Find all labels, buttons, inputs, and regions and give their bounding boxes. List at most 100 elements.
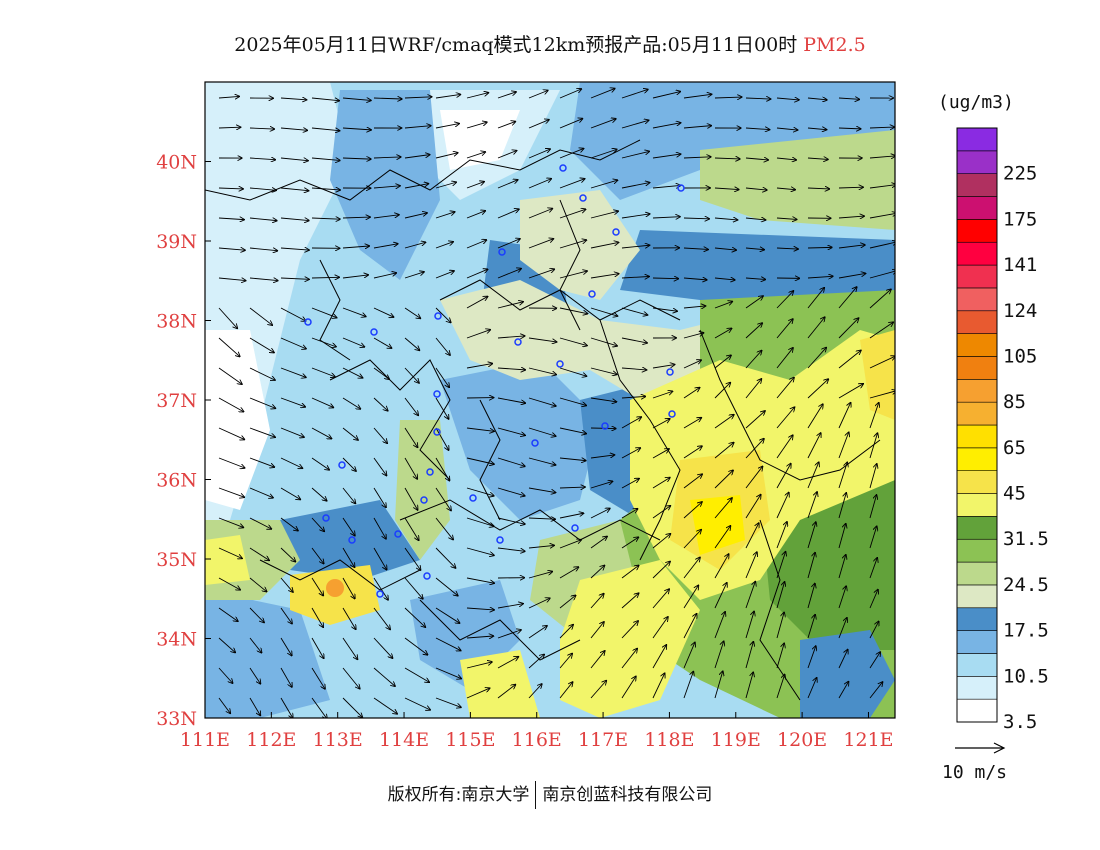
legend-swatch bbox=[956, 493, 998, 517]
wind-arrow bbox=[218, 367, 242, 384]
legend-swatch bbox=[956, 630, 998, 654]
city-marker bbox=[348, 536, 356, 544]
wind-arrow bbox=[280, 248, 309, 250]
wind-arrow bbox=[807, 158, 828, 159]
wind-arrow bbox=[590, 242, 618, 249]
wind-arrow bbox=[621, 337, 647, 343]
wind-arrow bbox=[373, 487, 386, 507]
wind-arrow bbox=[404, 637, 427, 655]
wind-arrow bbox=[776, 128, 798, 130]
city-marker bbox=[338, 461, 346, 469]
wind-arrow bbox=[280, 547, 295, 562]
wind-arrow bbox=[621, 183, 649, 189]
city-marker bbox=[394, 530, 402, 538]
wind-arrow bbox=[714, 278, 735, 280]
legend-swatch bbox=[956, 401, 998, 426]
wind-arrow bbox=[342, 307, 366, 316]
x-tick-label: 120E bbox=[777, 729, 827, 751]
wind-arrow bbox=[714, 97, 742, 98]
wind-arrow bbox=[807, 188, 829, 189]
wind-arrow bbox=[559, 595, 576, 609]
wind-arrow bbox=[652, 449, 669, 459]
wind-arrow bbox=[590, 211, 618, 219]
wind-arrow bbox=[621, 368, 646, 370]
wind-arrow bbox=[683, 333, 703, 339]
wind-arrow bbox=[714, 415, 734, 429]
wind-arrow bbox=[776, 435, 793, 459]
legend-label: 45 bbox=[1003, 483, 1026, 505]
wind-arrow bbox=[342, 275, 368, 279]
wind-arrow bbox=[559, 179, 585, 189]
wind-arrow bbox=[497, 239, 520, 249]
legend-label: 10.5 bbox=[1003, 665, 1049, 687]
wind-arrow bbox=[218, 427, 244, 439]
wind-arrow bbox=[714, 443, 734, 459]
wind-arrow bbox=[311, 607, 323, 627]
wind-arrow bbox=[435, 637, 461, 651]
legend-unit: (ug/m3) bbox=[938, 92, 1014, 113]
wind-arrow bbox=[559, 149, 583, 159]
city-marker bbox=[601, 422, 609, 430]
wind-arrow bbox=[621, 417, 641, 429]
wind-arrow bbox=[590, 367, 617, 374]
wind-arrow bbox=[838, 403, 851, 429]
wind-arrow bbox=[528, 149, 550, 159]
wind-arrow bbox=[683, 306, 705, 308]
wind-arrow bbox=[280, 697, 293, 718]
wind-arrow bbox=[528, 457, 556, 465]
wind-arrow bbox=[652, 534, 670, 549]
legend-swatch bbox=[956, 516, 998, 540]
wind-arrow bbox=[404, 427, 418, 447]
wind-arrow bbox=[280, 517, 298, 531]
y-tick-label: 39N bbox=[156, 231, 197, 253]
wind-arrow bbox=[342, 487, 355, 503]
x-tick-label: 118E bbox=[644, 729, 694, 751]
wind-arrow bbox=[218, 577, 240, 590]
wind-arrow bbox=[280, 98, 306, 100]
wind-arrow bbox=[838, 273, 865, 279]
wind-arrow bbox=[249, 547, 269, 560]
wind-arrow bbox=[838, 493, 846, 519]
wind-arrow bbox=[714, 188, 739, 190]
wind-arrow bbox=[621, 649, 637, 669]
wind-arrow bbox=[404, 242, 425, 249]
wind-arrow bbox=[869, 433, 877, 459]
wind-arrow bbox=[590, 681, 606, 699]
wind-arrow bbox=[745, 379, 761, 399]
wind-arrow bbox=[745, 278, 765, 279]
wind-arrow bbox=[466, 688, 490, 699]
city-marker bbox=[668, 410, 676, 418]
wind-arrow bbox=[745, 323, 762, 339]
wind-arrow bbox=[249, 367, 275, 380]
wind-arrow bbox=[435, 153, 458, 159]
wind-arrow bbox=[280, 218, 309, 221]
wind-arrow bbox=[497, 517, 525, 524]
legend-swatch bbox=[956, 241, 998, 266]
wind-arrow bbox=[590, 119, 616, 129]
city-marker bbox=[433, 390, 441, 398]
wind-arrow bbox=[776, 291, 793, 309]
wind-arrow bbox=[745, 296, 763, 309]
wind-arrow bbox=[621, 277, 649, 278]
wind-arrow bbox=[559, 209, 585, 219]
wind-arrow bbox=[497, 368, 525, 370]
x-tick-label: 121E bbox=[843, 729, 893, 751]
wind-arrow bbox=[838, 350, 861, 369]
city-marker bbox=[433, 428, 441, 436]
wind-arrow bbox=[776, 158, 796, 160]
wind-arrow bbox=[218, 517, 243, 527]
wind-arrow bbox=[776, 493, 789, 519]
wind-arrow bbox=[404, 577, 423, 599]
wind-arrow bbox=[714, 583, 727, 609]
title-main: 2025年05月11日WRF/cmaq模式12km预报产品:05月11日00时 bbox=[234, 34, 798, 56]
wind-arrow bbox=[311, 517, 324, 531]
legend-swatch bbox=[956, 333, 998, 357]
wind-arrow bbox=[838, 555, 846, 579]
legend-swatch bbox=[956, 379, 998, 403]
wind-arrow bbox=[466, 93, 488, 99]
wind-arrow bbox=[218, 457, 245, 468]
wind-arrow bbox=[280, 397, 305, 407]
wind-arrow bbox=[311, 547, 324, 564]
wind-scale-label: 10 m/s bbox=[942, 762, 1008, 783]
wind-arrow bbox=[435, 182, 456, 189]
